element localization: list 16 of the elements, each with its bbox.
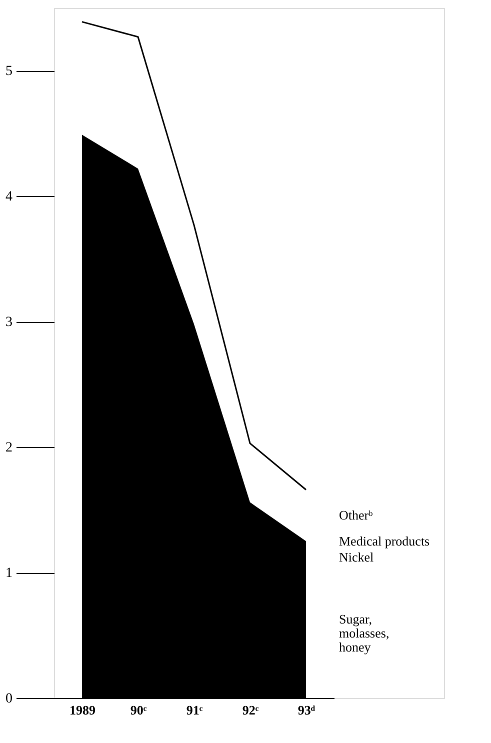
x-tick-label: 92ᶜ — [242, 702, 260, 718]
x-tick-label: 93ᵈ — [298, 702, 316, 718]
y-tick-label: 2 — [6, 440, 12, 456]
y-tick-label: 4 — [6, 190, 12, 205]
line-series — [81, 21, 307, 490]
text: Nickel — [339, 549, 374, 564]
text: Otherᵇ — [339, 507, 373, 522]
y-tick-label: 1 — [6, 566, 12, 582]
x-tick-label: 1989 — [70, 702, 96, 718]
y-tick-label: 0 — [6, 692, 12, 706]
text: Medical products — [339, 533, 430, 548]
y-tick-label: 3 — [6, 315, 12, 330]
x-tick-label: 90ᶜ — [130, 702, 148, 718]
x-tick-label: 91ᶜ — [186, 702, 204, 718]
text: Sugar, molasses, honey — [339, 612, 390, 655]
y-tick-label: 5 — [6, 64, 12, 80]
